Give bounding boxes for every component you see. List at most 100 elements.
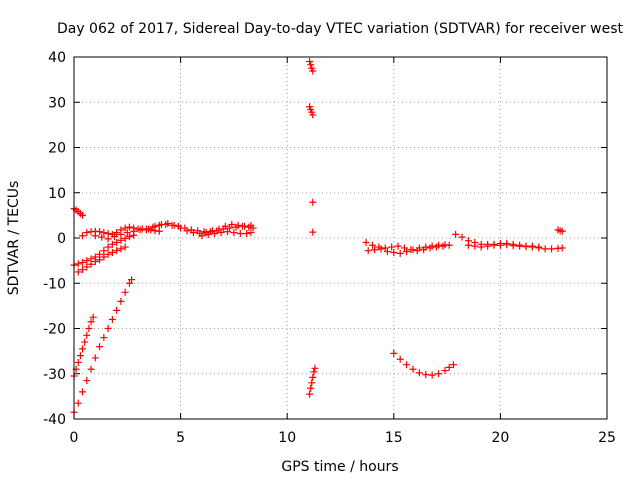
data-point <box>309 228 317 236</box>
data-point <box>108 240 116 248</box>
series-arc-9 <box>70 276 136 416</box>
data-point <box>307 384 315 392</box>
data-point <box>145 225 153 233</box>
data-point <box>81 338 89 346</box>
data-point <box>113 306 121 314</box>
data-point <box>477 243 485 251</box>
data-point <box>441 241 449 249</box>
data-point <box>224 228 232 236</box>
series-arc-6 <box>145 220 255 237</box>
data-point <box>234 221 242 229</box>
data-point <box>215 225 223 233</box>
data-point <box>441 367 449 375</box>
data-point <box>558 244 566 252</box>
data-point <box>164 220 172 228</box>
y-tick-label: -40 <box>43 412 66 428</box>
series-arc-17 <box>452 230 566 253</box>
data-point <box>117 236 125 244</box>
data-point <box>96 228 104 236</box>
data-point <box>83 257 91 265</box>
data-point <box>121 243 129 251</box>
data-point <box>428 242 436 250</box>
data-point <box>130 227 138 235</box>
series-arc-7 <box>198 228 255 240</box>
data-point <box>241 222 249 230</box>
data-point <box>79 345 87 353</box>
data-point <box>113 239 121 247</box>
data-point <box>394 242 402 250</box>
data-point <box>528 242 536 250</box>
data-point <box>189 229 197 237</box>
data-point <box>76 352 84 360</box>
data-point <box>89 313 97 321</box>
series-arc-16 <box>390 349 457 379</box>
data-point <box>422 371 430 379</box>
data-point <box>108 248 116 256</box>
series-arc-18 <box>464 239 543 251</box>
data-point <box>409 246 417 254</box>
data-point <box>306 390 314 398</box>
data-point <box>396 355 404 363</box>
data-point <box>452 230 460 238</box>
data-point <box>490 240 498 248</box>
data-point <box>87 260 95 268</box>
data-point <box>415 244 423 252</box>
data-point <box>96 343 104 351</box>
data-point <box>125 233 133 241</box>
data-point <box>151 222 159 230</box>
data-point <box>217 229 225 237</box>
data-point <box>85 325 93 332</box>
data-point <box>113 229 121 237</box>
data-point <box>74 358 82 366</box>
data-point <box>228 220 236 228</box>
data-point <box>484 242 492 250</box>
data-point <box>83 229 91 237</box>
data-point <box>435 370 443 378</box>
y-tick-label: 0 <box>57 231 66 247</box>
data-point <box>121 288 129 296</box>
data-point <box>91 232 99 240</box>
data-point <box>83 263 91 271</box>
data-point <box>155 227 163 235</box>
data-point <box>74 268 82 276</box>
data-point <box>390 349 398 357</box>
data-point <box>383 248 391 256</box>
data-point <box>79 388 87 396</box>
data-point <box>100 229 108 237</box>
x-tick-label: 10 <box>278 430 296 446</box>
series-arc-10 <box>306 58 317 75</box>
data-point <box>435 241 443 249</box>
x-tick-label: 5 <box>176 430 185 446</box>
data-point <box>117 297 125 305</box>
x-axis-label: GPS time / hours <box>281 459 398 475</box>
data-point <box>104 243 112 251</box>
x-tick-label: 0 <box>70 430 79 446</box>
data-point <box>87 365 95 373</box>
data-point <box>104 325 112 332</box>
data-point <box>464 241 472 249</box>
y-tick-label: -20 <box>43 322 66 338</box>
series-arc-1 <box>70 205 87 219</box>
data-point <box>381 244 389 252</box>
y-tick-label: -10 <box>43 276 66 292</box>
data-point <box>91 258 99 266</box>
data-point <box>311 364 319 372</box>
data-point <box>98 233 106 241</box>
series-arc-8 <box>70 313 97 380</box>
data-point <box>236 229 244 237</box>
data-point <box>400 244 408 252</box>
y-axis-label: SDTVAR / TECUs <box>6 181 22 296</box>
chart-title: Day 062 of 2017, Sidereal Day-to-day VTE… <box>57 21 624 37</box>
data-point <box>96 256 104 264</box>
data-point <box>79 266 87 274</box>
data-point <box>522 242 530 250</box>
data-point <box>204 230 212 238</box>
data-point <box>415 369 423 377</box>
data-point <box>79 258 87 266</box>
series-arc-19 <box>554 226 566 235</box>
series-arc-12 <box>309 198 317 236</box>
data-point <box>83 377 91 385</box>
data-point <box>243 229 251 237</box>
data-point <box>516 241 524 249</box>
